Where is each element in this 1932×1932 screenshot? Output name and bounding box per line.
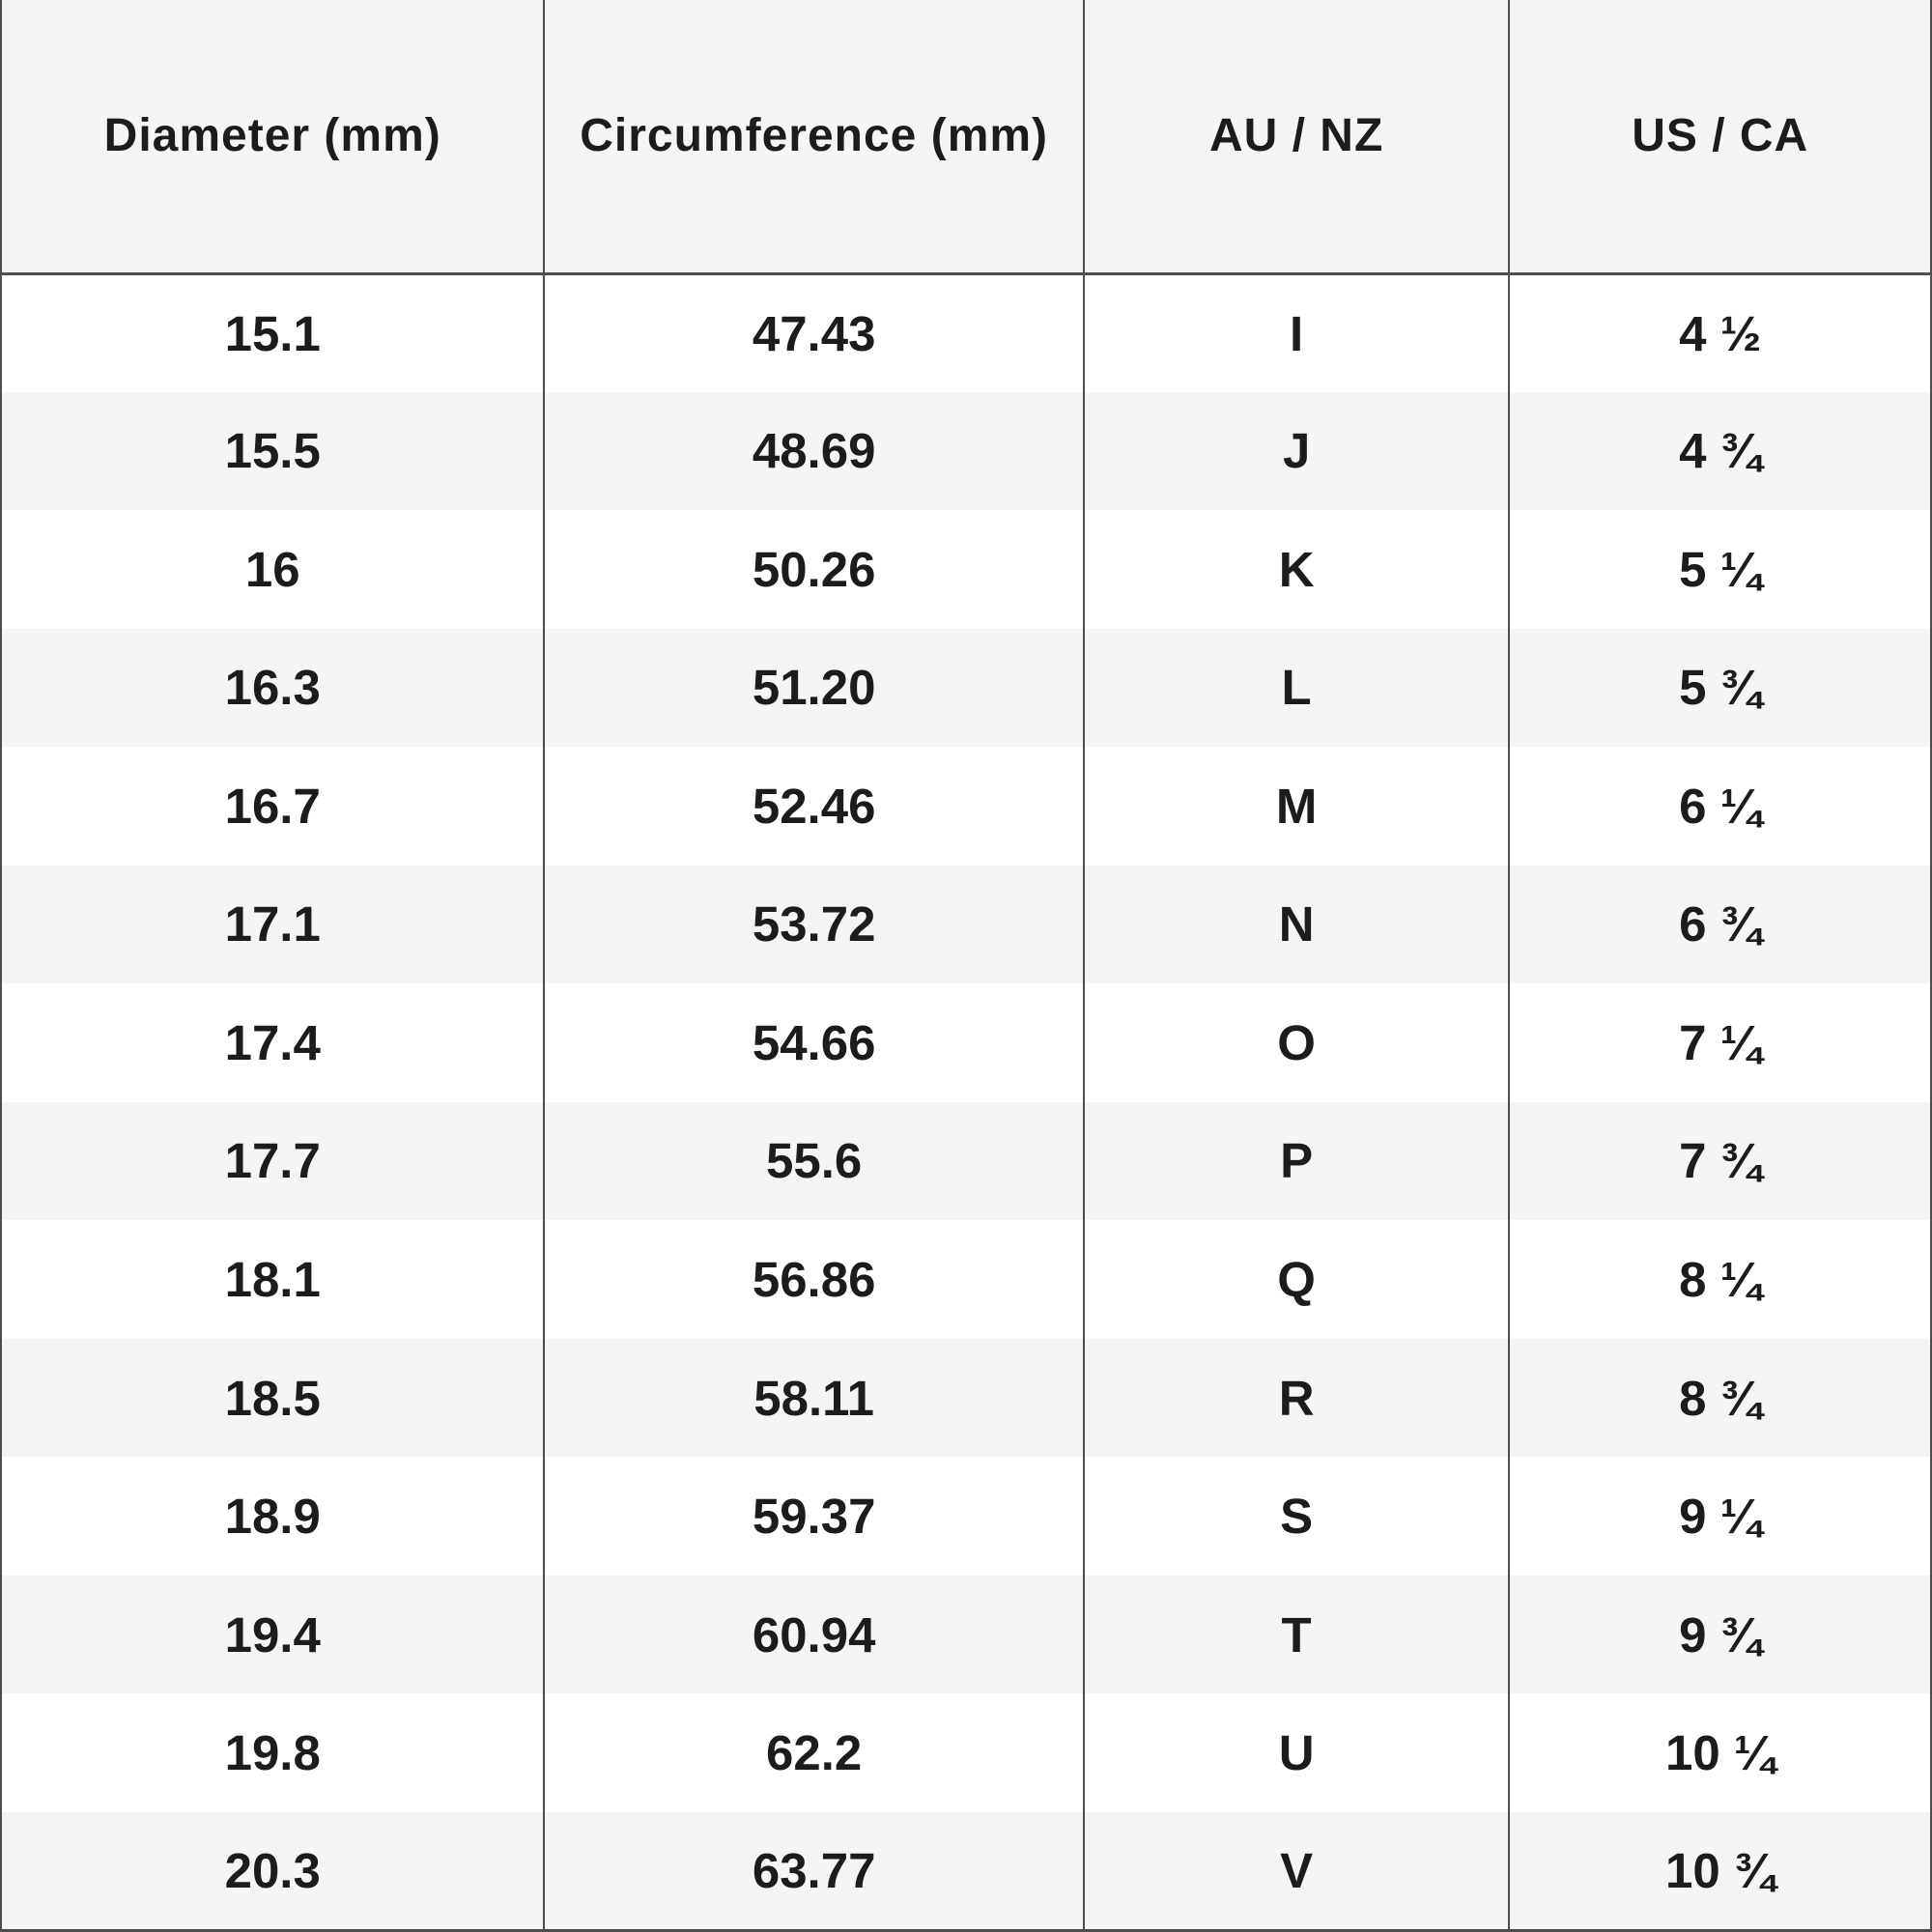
table-cell: 53.72: [543, 865, 1085, 984]
table-cell: 20.3: [0, 1811, 546, 1932]
table-row: 17.1 53.72 N 6 ¾: [0, 865, 1932, 984]
table-row: 17.7 55.6 P 7 ¾: [0, 1101, 1932, 1221]
table-cell: 6 ¾: [1508, 865, 1932, 984]
table-row: 19.4 60.94 T 9 ¾: [0, 1575, 1932, 1694]
table-cell: 15.5: [0, 391, 546, 511]
table-cell: 51.20: [543, 628, 1085, 748]
table-cell: 17.4: [0, 983, 546, 1102]
table-cell: 8 ¾: [1508, 1338, 1932, 1458]
column-header-us-ca: US / CA: [1508, 0, 1932, 275]
table-cell: 4 ½: [1508, 273, 1932, 392]
table-cell: 10 ¼: [1508, 1693, 1932, 1812]
table-cell: 9 ¼: [1508, 1457, 1932, 1576]
table-cell: T: [1082, 1575, 1511, 1694]
table-cell: O: [1082, 983, 1511, 1102]
table-row: 20.3 63.77 V 10 ¾: [0, 1811, 1932, 1932]
table-cell: J: [1082, 391, 1511, 511]
table-cell: 48.69: [543, 391, 1085, 511]
table-cell: 5 ¾: [1508, 628, 1932, 748]
table-cell: S: [1082, 1457, 1511, 1576]
table-cell: R: [1082, 1338, 1511, 1458]
table-cell: 10 ¾: [1508, 1811, 1932, 1932]
table-header: Diameter (mm) Circumference (mm) AU / NZ…: [0, 0, 1932, 275]
table-cell: 7 ¾: [1508, 1101, 1932, 1221]
table-cell: 47.43: [543, 273, 1085, 392]
table-cell: 18.1: [0, 1220, 546, 1339]
table-row: 17.4 54.66 O 7 ¼: [0, 983, 1932, 1102]
table-cell: 15.1: [0, 273, 546, 392]
table-cell: 16: [0, 510, 546, 629]
table-cell: 18.5: [0, 1338, 546, 1458]
table-cell: V: [1082, 1811, 1511, 1932]
table-cell: K: [1082, 510, 1511, 629]
table-cell: 9 ¾: [1508, 1575, 1932, 1694]
table-cell: 16.7: [0, 747, 546, 866]
table-cell: 19.4: [0, 1575, 546, 1694]
table-cell: 19.8: [0, 1693, 546, 1812]
table-cell: 5 ¼: [1508, 510, 1932, 629]
header-row: Diameter (mm) Circumference (mm) AU / NZ…: [0, 0, 1932, 275]
table-cell: P: [1082, 1101, 1511, 1221]
table-row: 16.3 51.20 L 5 ¾: [0, 628, 1932, 748]
table-cell: I: [1082, 273, 1511, 392]
table-cell: 52.46: [543, 747, 1085, 866]
table-cell: 58.11: [543, 1338, 1085, 1458]
table-row: 19.8 62.2 U 10 ¼: [0, 1693, 1932, 1812]
table-cell: 17.7: [0, 1101, 546, 1221]
table-cell: 59.37: [543, 1457, 1085, 1576]
table-cell: 56.86: [543, 1220, 1085, 1339]
table-cell: 50.26: [543, 510, 1085, 629]
table-cell: 18.9: [0, 1457, 546, 1576]
table-row: 18.1 56.86 Q 8 ¼: [0, 1220, 1932, 1339]
column-header-diameter: Diameter (mm): [0, 0, 546, 275]
table-cell: L: [1082, 628, 1511, 748]
table-body: 15.1 47.43 I 4 ½ 15.5 48.69 J 4 ¾ 16 50.26 K 5 ¼ 16.…: [0, 273, 1932, 1932]
table-cell: U: [1082, 1693, 1511, 1812]
table-cell: 7 ¼: [1508, 983, 1932, 1102]
table-cell: 54.66: [543, 983, 1085, 1102]
table-row: 15.1 47.43 I 4 ½: [0, 273, 1932, 392]
table-cell: 55.6: [543, 1101, 1085, 1221]
table-cell: N: [1082, 865, 1511, 984]
table-cell: 62.2: [543, 1693, 1085, 1812]
table-cell: 6 ¼: [1508, 747, 1932, 866]
column-header-au-nz: AU / NZ: [1082, 0, 1511, 275]
table-row: 15.5 48.69 J 4 ¾: [0, 391, 1932, 511]
table-cell: 63.77: [543, 1811, 1085, 1932]
table-cell: M: [1082, 747, 1511, 866]
column-header-circumference: Circumference (mm): [543, 0, 1085, 275]
table-cell: 17.1: [0, 865, 546, 984]
table-cell: Q: [1082, 1220, 1511, 1339]
table-cell: 16.3: [0, 628, 546, 748]
table-row: 16 50.26 K 5 ¼: [0, 510, 1932, 629]
table-row: 16.7 52.46 M 6 ¼: [0, 747, 1932, 866]
table-cell: 4 ¾: [1508, 391, 1932, 511]
table-cell: 8 ¼: [1508, 1220, 1932, 1339]
table-row: 18.5 58.11 R 8 ¾: [0, 1338, 1932, 1458]
table-row: 18.9 59.37 S 9 ¼: [0, 1457, 1932, 1576]
table-cell: 60.94: [543, 1575, 1085, 1694]
